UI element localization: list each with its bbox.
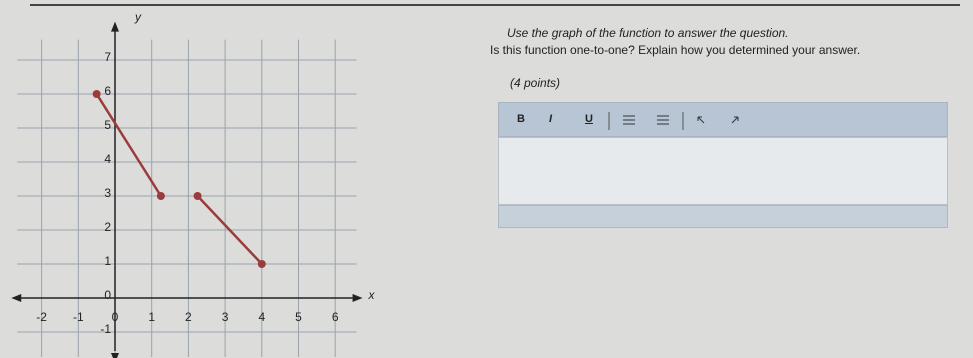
question-line: Use the graph of the function to answer … [507,26,789,40]
x-tick-label: 3 [222,310,229,324]
undo-icon[interactable] [697,116,705,124]
endpoint [257,260,266,268]
function-line [95,93,162,197]
x-tick-label: 6 [332,310,339,324]
y-tick-label: 4 [104,152,111,166]
x-axis-label: x [368,288,376,302]
y-tick-label: 2 [104,220,111,234]
editor[interactable] [498,137,948,205]
x-tick-label: 1 [148,310,155,324]
toolbar-icons [608,112,739,130]
number-list-icon[interactable] [657,115,669,125]
italic-button[interactable]: I [549,113,553,125]
y-tick-label: 7 [104,50,111,64]
y-tick-label: 3 [104,186,111,200]
function-line [196,195,263,265]
editor-footer [498,205,948,228]
y-tick-label: -1 [100,322,111,336]
rule [470,4,960,6]
y-axis-label: y [134,10,142,24]
x-tick-label: 2 [185,310,192,324]
endpoint [156,192,165,200]
bold-button[interactable]: B [517,113,525,125]
x-tick-label: -2 [36,310,47,324]
question-line: Is this function one-to-one? Explain how… [490,43,861,57]
y-tick-label: 1 [104,254,111,268]
y-tick-label: 5 [104,118,111,132]
toolbar: B I U [498,102,948,137]
y-arrow [111,353,119,358]
endpoint [92,90,101,98]
x-arrow [352,294,363,302]
x-tick-label: -1 [73,310,84,324]
bullet-list-icon[interactable] [623,115,635,125]
y-arrow [111,21,119,32]
endpoint [193,192,202,200]
x-arrow [11,294,22,302]
x-tick-label: 4 [258,310,265,324]
x-tick-label: 5 [295,310,302,324]
points: (4 points) [510,76,561,90]
y-tick-label: 0 [104,288,111,302]
y-tick-label: 6 [104,84,111,98]
redo-icon[interactable] [731,116,739,124]
underline-button[interactable]: U [585,113,593,125]
